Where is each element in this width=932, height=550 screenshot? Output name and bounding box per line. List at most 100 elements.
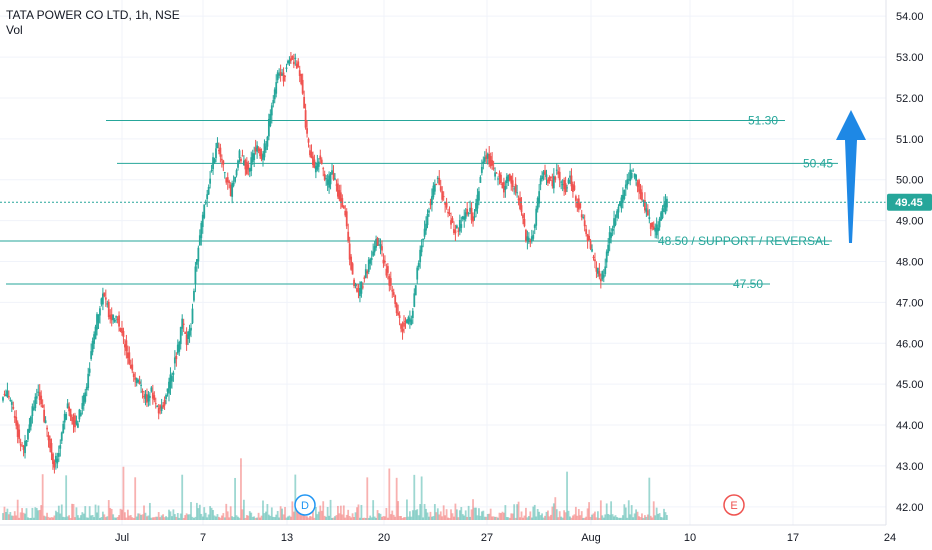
- candle-body: [619, 201, 621, 207]
- candle-body: [28, 424, 31, 432]
- candle-body: [366, 271, 369, 274]
- volume-bar: [75, 507, 78, 520]
- volume-bar: [218, 516, 220, 520]
- candle-body: [93, 334, 95, 344]
- candle-body: [386, 266, 389, 273]
- event-marker[interactable]: [294, 494, 316, 516]
- candle-body: [406, 319, 408, 324]
- candle-body: [485, 155, 488, 160]
- volume-bar: [486, 513, 489, 520]
- volume-bar: [3, 506, 6, 520]
- price-tick-label: 52.00: [896, 93, 924, 105]
- candle-body: [44, 420, 47, 424]
- candle-body: [240, 158, 242, 162]
- candle-body: [210, 170, 213, 172]
- volume-bar: [508, 517, 511, 520]
- candle-body: [269, 114, 272, 127]
- candle-body: [649, 223, 652, 229]
- up-arrow-icon[interactable]: [836, 110, 866, 243]
- volume-bar: [38, 509, 41, 520]
- candle-body: [370, 257, 373, 261]
- candle-body: [215, 148, 217, 159]
- volume-bar: [193, 517, 195, 520]
- candle-body: [325, 178, 328, 180]
- volume-bar: [608, 514, 611, 520]
- candle-body: [287, 60, 289, 64]
- volume-bar: [335, 515, 338, 520]
- volume-bar: [195, 502, 198, 520]
- candle-body: [32, 407, 35, 411]
- candle-body: [630, 172, 633, 178]
- volume-bar: [530, 517, 533, 520]
- volume-bar: [27, 517, 29, 520]
- volume-bar: [132, 517, 135, 520]
- volume-bar: [16, 499, 19, 520]
- candle-body: [360, 281, 363, 294]
- candle-body: [78, 409, 81, 420]
- candle-body: [154, 403, 157, 405]
- candle-body: [420, 245, 423, 253]
- volume-bar: [298, 510, 301, 520]
- candle-body: [423, 228, 426, 237]
- volume-bar: [310, 516, 313, 520]
- volume-bar: [629, 514, 632, 520]
- price-axis[interactable]: 54.00 53.00 52.00 51.00 50.00 49.00 48.00 47.00…: [896, 11, 924, 514]
- volume-bar: [37, 510, 40, 520]
- level-label: 47.50: [733, 277, 763, 291]
- candle-body: [334, 178, 336, 180]
- candle-body: [410, 319, 413, 325]
- candle-body: [219, 147, 222, 157]
- volume-bar: [78, 517, 81, 520]
- volume-bar: [501, 511, 504, 520]
- volume-bar: [31, 507, 34, 520]
- volume-bar: [663, 508, 665, 520]
- volume-bar: [337, 505, 339, 520]
- candle-body: [81, 403, 84, 410]
- volume-bar: [476, 515, 479, 520]
- volume-bar: [288, 515, 291, 520]
- candle-body: [629, 169, 632, 182]
- volume-bar: [215, 516, 217, 520]
- volume-bar: [350, 517, 353, 520]
- volume-bar: [605, 503, 608, 520]
- volume-bar: [570, 517, 573, 520]
- candle-body: [323, 173, 326, 180]
- candle-body: [398, 315, 401, 318]
- candle-body: [431, 196, 433, 205]
- volume-bar: [303, 512, 306, 520]
- time-axis[interactable]: Jul 7 13 20 27 Aug 10 17 24: [115, 532, 896, 544]
- candle-body: [435, 184, 438, 186]
- candle-body: [395, 303, 398, 314]
- volume-bar: [112, 514, 115, 520]
- volume-bar: [602, 517, 605, 520]
- price-tick-label: 42.00: [896, 502, 924, 514]
- volume-bar: [122, 466, 125, 520]
- candle-body: [213, 159, 216, 164]
- horizontal-levels[interactable]: 51.30 50.45 48.50 / SUPPORT / REVERSAL 47.5…: [0, 113, 838, 291]
- candle-body: [569, 175, 571, 178]
- volume-bar: [657, 513, 660, 520]
- candle-body: [605, 251, 608, 263]
- candle-body: [146, 394, 148, 403]
- event-marker[interactable]: [723, 494, 745, 516]
- candle-body: [79, 412, 82, 416]
- time-tick-label: Jul: [115, 532, 129, 544]
- volume-indicator-label[interactable]: Vol: [6, 23, 23, 37]
- candle-body: [376, 238, 379, 246]
- candle-body: [426, 214, 429, 226]
- candle-body: [636, 182, 639, 187]
- candle-body: [495, 172, 498, 174]
- volume-bar: [172, 509, 175, 520]
- volume-bar: [413, 474, 416, 520]
- candle-body: [244, 159, 247, 170]
- candle-body: [457, 230, 460, 232]
- symbol-title[interactable]: TATA POWER CO LTD, 1h, NSE: [6, 8, 180, 22]
- volume-bar: [473, 507, 476, 520]
- volume-bar: [160, 515, 163, 520]
- volume-bar: [79, 515, 82, 520]
- candle-body: [99, 308, 101, 316]
- volume-bar: [419, 504, 422, 520]
- volume-bar: [181, 474, 184, 520]
